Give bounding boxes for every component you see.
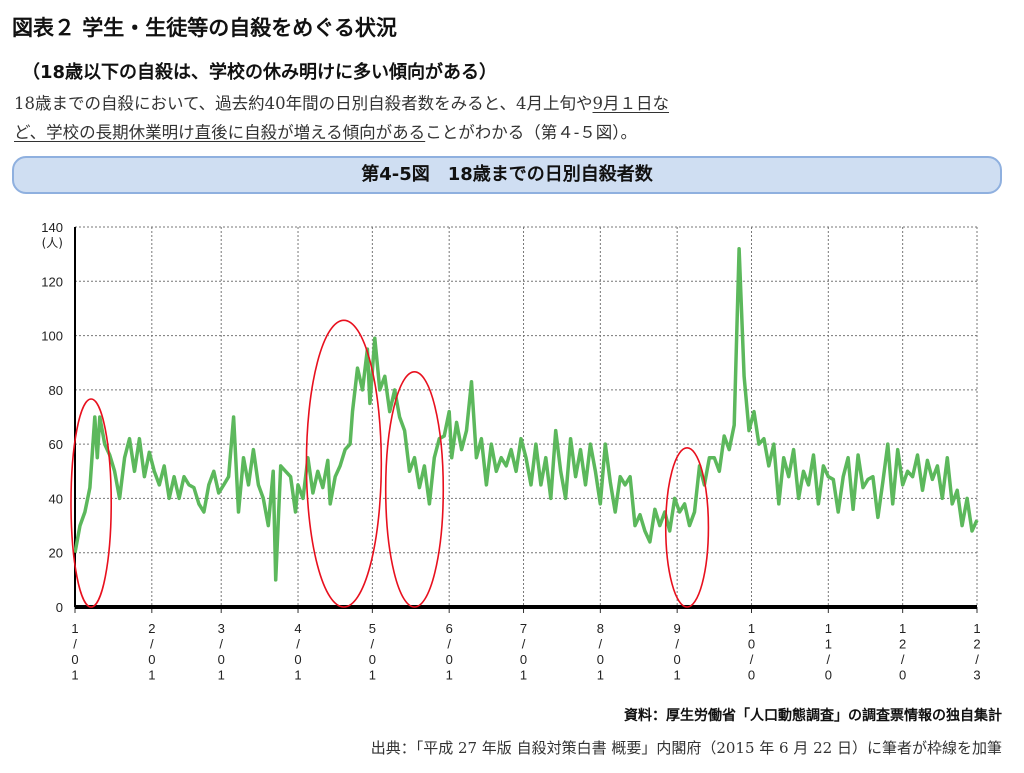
x-tick-label: 12/31 [973,621,980,680]
body-line-1: 18歳までの自殺において、過去約40年間の日別自殺者数をみると、4月上旬や9月１… [14,90,669,114]
subtitle: （18歳以下の自殺は、学校の休み明けに多い傾向がある） [22,62,498,83]
citation: 出典：「平成 27 年版 自殺対策白書 概要」内閣府（2015 年 6 月 22… [370,739,1002,757]
body-text: ことがわかる（第４-５図）。 [425,123,638,142]
x-tick-label: 12/01 [899,621,906,680]
chart-title-banner: 第4-5図 18歳までの日別自殺者数 [12,156,1002,194]
x-tick-label: 3/0 1 [218,621,225,680]
x-tick-label: 11/01 [825,621,832,680]
x-tick-label: 7/0 1 [520,621,527,680]
y-tick-label: 80 [49,383,63,398]
x-tick-label: 10/01 [748,621,755,680]
series-line [73,246,979,582]
line-chart: 0 20 40 60 80 100 120 140(人) 1/0 1 2/0 1 3/0 1 4/0 1 5/… [41,220,981,680]
y-tick-label: 40 [49,491,63,506]
y-tick-label: 60 [49,437,63,452]
y-axis-unit: (人) [42,236,63,250]
highlight-ellipse [305,319,383,608]
y-tick-label: 120 [41,274,63,289]
y-axis: 0 20 40 60 80 100 120 140(人) [41,220,76,615]
y-tick-label: 100 [41,329,63,344]
data-points [74,248,978,580]
x-tick-label: 5/0 1 [369,621,376,680]
y-tick-label: 140 [41,220,63,235]
x-tick-label: 6/0 1 [446,621,453,680]
x-tick-label: 2/0 1 [148,621,155,680]
grid [75,226,978,607]
x-tick-label: 8/0 1 [597,621,604,680]
x-tick-label: 9/0 1 [674,621,681,680]
highlight-ellipses [70,319,710,608]
x-tick-label: 1/0 1 [71,621,78,680]
data-source: 資料：厚生労働省「人口動態調査」の調査票情報の独自集計 [624,708,1002,724]
body-line-2: ど、学校の長期休業明け直後に自殺が増える傾向があることがわかる（第４-５図）。 [14,119,637,143]
highlight-ellipse [70,398,113,608]
y-tick-label: 20 [49,546,63,561]
body-text: 18歳までの自殺において、過去約40年間の日別自殺者数をみると、4月上旬や [14,94,593,113]
y-tick-label: 0 [56,600,63,615]
highlight-ellipse [664,447,710,608]
underlined-text: 9月１日な [592,94,670,113]
highlight-ellipse [384,371,445,608]
x-tick-label: 4/0 1 [294,621,301,680]
underlined-text: ど、学校の長期休業明け直後に自殺が増える傾向がある [14,123,426,142]
x-axis: 1/0 1 2/0 1 3/0 1 4/0 1 5/0 1 6/0 1 7/0 1 8/0 1 9/0 1 1 0/0… [71,605,981,680]
figure-title: 図表２ 学生・生徒等の自殺をめぐる状況 [12,16,397,40]
